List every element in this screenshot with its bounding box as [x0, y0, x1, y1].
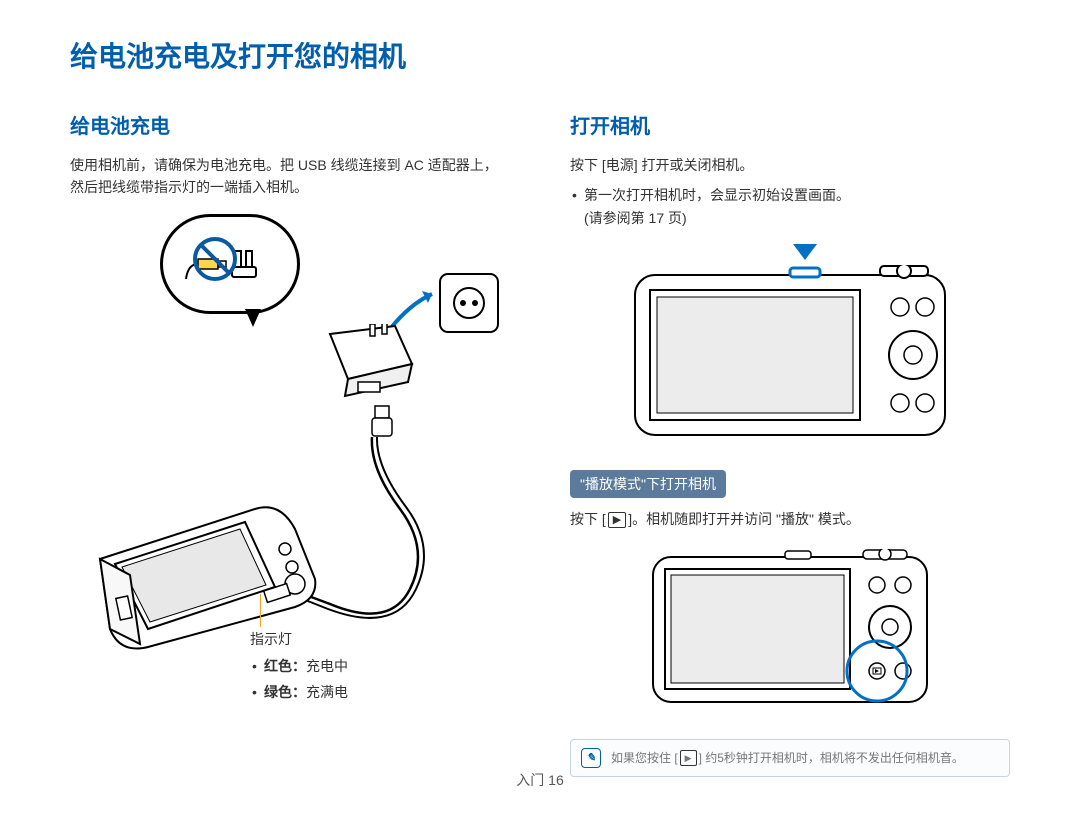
footer: 入门 16: [516, 770, 563, 790]
note-box: ✎ 如果您按住 [▶] 约5秒钟打开相机时，相机将不发出任何相机音。: [570, 739, 1010, 777]
indicator-green-text: 充满电: [306, 684, 348, 700]
right-bullet-1b: (请参阅第 17 页): [584, 210, 687, 226]
right-intro: 按下 [电源] 打开或关闭相机。: [570, 154, 1010, 176]
camera-illustration-power: [625, 244, 955, 450]
camera-illustration-left: [80, 489, 330, 649]
adapter-illustration: [300, 324, 410, 394]
note-icon: ✎: [581, 748, 601, 768]
prohibit-illustration: [180, 229, 280, 299]
camera-illustration-playback: [645, 549, 935, 724]
left-column: 给电池充电 使用相机前，请确保为电池充电。把 USB 线缆连接到 AC 适配器上…: [70, 110, 510, 777]
callout-bubble: [160, 214, 300, 314]
down-arrow-icon: [793, 244, 817, 260]
callout-tail: [245, 309, 261, 327]
note-text-a: 如果您按住 [: [611, 751, 678, 765]
subsection-bar: "播放模式"下打开相机: [570, 470, 726, 498]
indicator-leader-line: [260, 594, 261, 627]
usb-plug-illustration: [360, 404, 410, 459]
playback-text-a: 按下 [: [570, 511, 606, 527]
right-heading: 打开相机: [570, 110, 1010, 139]
play-icon: ▶: [608, 512, 626, 528]
page-title: 给电池充电及打开您的相机: [70, 35, 1010, 75]
indicator-label-block: 指示灯 红色：充电中 绿色：充满电: [250, 629, 348, 708]
play-icon-small: ▶: [680, 750, 697, 766]
note-text: 如果您按住 [▶] 约5秒钟打开相机时，相机将不发出任何相机音。: [611, 749, 964, 767]
indicator-green-prefix: 绿色：: [264, 684, 306, 700]
left-heading: 给电池充电: [70, 110, 510, 139]
left-intro: 使用相机前，请确保为电池充电。把 USB 线缆连接到 AC 适配器上， 然后把线…: [70, 154, 510, 199]
indicator-red-text: 充电中: [306, 658, 348, 674]
two-column-layout: 给电池充电 使用相机前，请确保为电池充电。把 USB 线缆连接到 AC 适配器上…: [70, 110, 1010, 777]
note-text-b: ] 约5秒钟打开相机时，相机将不发出任何相机音。: [699, 751, 964, 765]
playback-text: 按下 [▶]。相机随即打开并访问 "播放" 模式。: [570, 508, 1010, 530]
indicator-title: 指示灯: [250, 629, 348, 649]
left-illustration: 指示灯 红色：充电中 绿色：充满电: [70, 209, 510, 689]
footer-label: 入门: [516, 772, 544, 788]
indicator-bullet-red: 红色：充电中: [250, 655, 348, 677]
wall-outlet-illustration: [435, 269, 505, 339]
right-column: 打开相机 按下 [电源] 打开或关闭相机。 第一次打开相机时，会显示初始设置画面…: [570, 110, 1010, 777]
playback-text-b: ]。相机随即打开并访问 "播放" 模式。: [628, 511, 860, 527]
right-bullet-1: 第一次打开相机时，会显示初始设置画面。 (请参阅第 17 页): [570, 184, 1010, 229]
indicator-red-prefix: 红色：: [264, 658, 306, 674]
right-bullet-1a: 第一次打开相机时，会显示初始设置画面。: [584, 187, 850, 203]
indicator-bullet-green: 绿色：充满电: [250, 681, 348, 703]
footer-pagenum: 16: [548, 772, 564, 788]
